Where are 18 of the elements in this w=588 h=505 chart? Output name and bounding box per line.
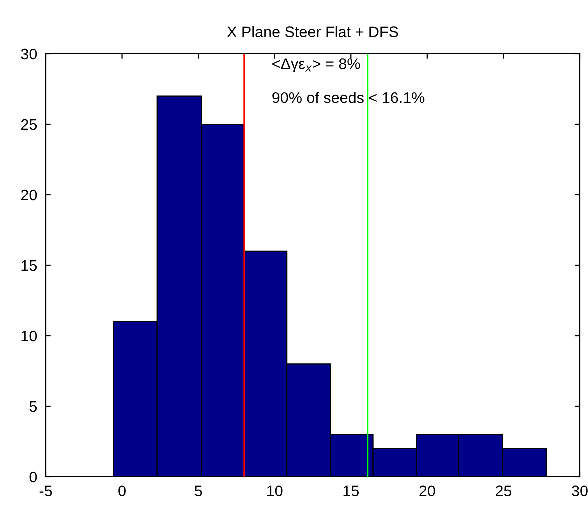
x-tick-label: 5	[194, 486, 202, 497]
y-tick-label: 30	[21, 48, 38, 60]
y-tick-label: 10	[22, 330, 38, 342]
annotation: <Δγε$_{x}$> = 8%	[272, 58, 360, 72]
chart-title: X Plane Steer Flat + DFS	[227, 26, 398, 38]
annotation: 90% of seeds < 16.1%	[272, 92, 425, 104]
y-tick-label: 25	[21, 119, 38, 130]
y-tick-label: 20	[21, 190, 38, 201]
y-tick-label: 5	[30, 402, 38, 412]
x-tick-label: 10	[268, 486, 283, 497]
y-tick-label: 0	[30, 472, 38, 483]
x-tick-label: 30	[572, 486, 588, 497]
x-tick-label: 25	[496, 486, 512, 497]
x-tick-label: -5	[40, 486, 52, 497]
y-tick-label: 15	[22, 260, 38, 272]
x-tick-label: 20	[420, 486, 436, 497]
x-tick-label: 0	[118, 486, 126, 497]
x-tick-label: 15	[344, 486, 359, 497]
